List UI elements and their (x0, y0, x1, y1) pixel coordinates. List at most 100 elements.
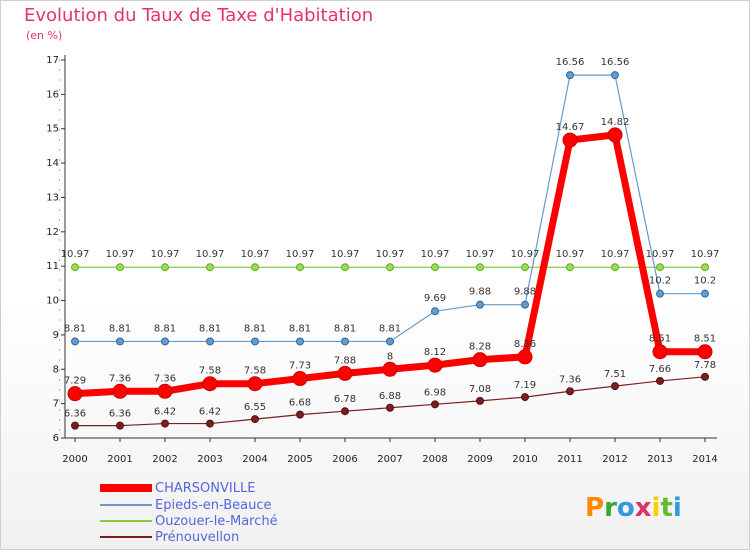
legend-label: CHARSONVILLE (155, 481, 255, 496)
y-tick-label: 11 (46, 261, 59, 272)
data-label: 8.51 (649, 334, 671, 345)
data-point (71, 263, 79, 272)
data-point (521, 263, 529, 272)
data-label: 7.19 (514, 380, 536, 391)
data-label: 8 (387, 351, 393, 362)
proxiti-logo: Proxiti (585, 493, 682, 523)
x-tick-label: 2003 (197, 454, 222, 465)
data-point (251, 415, 259, 424)
data-point (337, 365, 353, 381)
data-point (296, 263, 304, 272)
data-point (71, 421, 79, 430)
data-label: 7.51 (604, 369, 626, 380)
data-label: 7.66 (649, 364, 671, 375)
y-tick-label: 9 (53, 330, 59, 341)
y-tick-label: 15 (46, 124, 59, 135)
data-point (292, 371, 308, 387)
y-tick-label: 14 (46, 158, 59, 169)
data-label: 14.82 (601, 117, 630, 128)
data-point (566, 263, 574, 272)
x-tick-label: 2012 (602, 454, 627, 465)
x-tick-label: 2009 (467, 454, 492, 465)
data-label: 8.81 (289, 323, 311, 334)
data-label: 10.97 (241, 249, 270, 260)
x-tick-label: 2004 (242, 454, 267, 465)
legend-label: Epieds-en-Beauce (155, 498, 272, 513)
data-label: 6.88 (379, 391, 401, 402)
chart-title: Evolution du Taux de Taxe d'Habitation (24, 5, 374, 26)
y-tick-label: 17 (46, 55, 59, 66)
data-label: 10.97 (466, 249, 495, 260)
x-tick-label: 2000 (62, 454, 87, 465)
data-label: 8.81 (199, 323, 221, 334)
data-point (67, 386, 83, 402)
x-tick-label: 2014 (692, 454, 717, 465)
data-point (656, 376, 664, 385)
data-label: 7.88 (334, 355, 356, 366)
data-label: 7.36 (154, 373, 176, 384)
data-point (656, 263, 664, 272)
data-point (652, 344, 668, 360)
data-point (341, 337, 349, 346)
data-point (116, 337, 124, 346)
data-point (476, 300, 484, 309)
data-point (247, 376, 263, 392)
data-point (476, 396, 484, 405)
data-label: 8.28 (469, 342, 491, 353)
data-label: 7.29 (64, 376, 86, 387)
data-label: 6.36 (64, 409, 86, 420)
data-point (566, 387, 574, 396)
data-point (472, 352, 488, 368)
x-tick-label: 2006 (332, 454, 357, 465)
data-label: 8.81 (244, 323, 266, 334)
data-label: 9.88 (514, 287, 536, 298)
data-point (611, 382, 619, 391)
data-point (476, 263, 484, 272)
data-label: 8.81 (154, 323, 176, 334)
data-point (562, 132, 578, 148)
data-label: 10.97 (286, 249, 315, 260)
data-point (206, 263, 214, 272)
data-label: 8.36 (514, 339, 536, 350)
data-label: 16.56 (601, 57, 630, 68)
data-point (341, 263, 349, 272)
data-label: 6.55 (244, 402, 266, 413)
data-label: 7.36 (559, 374, 581, 385)
x-tick-label: 2011 (557, 454, 582, 465)
data-point (206, 337, 214, 346)
data-point (202, 376, 218, 392)
data-label: 10.97 (196, 249, 225, 260)
data-label: 6.36 (109, 409, 131, 420)
data-label: 10.97 (691, 249, 720, 260)
data-point (386, 263, 394, 272)
data-label: 10.97 (61, 249, 90, 260)
data-point (386, 337, 394, 346)
data-label: 10.2 (649, 276, 671, 287)
y-tick-label: 13 (46, 192, 59, 203)
x-tick-label: 2001 (107, 454, 132, 465)
data-label: 10.97 (556, 249, 585, 260)
data-point (431, 307, 439, 316)
data-point (701, 372, 709, 381)
data-point (112, 383, 128, 399)
data-point (521, 300, 529, 309)
data-label: 8.51 (694, 334, 716, 345)
data-point (206, 419, 214, 428)
data-label: 7.73 (289, 361, 311, 372)
data-point (611, 263, 619, 272)
data-point (607, 127, 623, 143)
y-tick-label: 12 (46, 227, 59, 238)
y-tick-label: 16 (46, 89, 59, 100)
y-tick-label: 7 (53, 399, 59, 410)
data-label: 7.58 (199, 366, 221, 377)
data-point (116, 263, 124, 272)
legend-label: Ouzouer-le-Marché (155, 514, 278, 529)
data-point (697, 344, 713, 360)
chart-unit: (en %) (26, 29, 63, 42)
data-label: 8.12 (424, 347, 446, 358)
data-point (296, 410, 304, 419)
data-point (116, 421, 124, 430)
x-tick-label: 2007 (377, 454, 402, 465)
data-label: 10.97 (331, 249, 360, 260)
